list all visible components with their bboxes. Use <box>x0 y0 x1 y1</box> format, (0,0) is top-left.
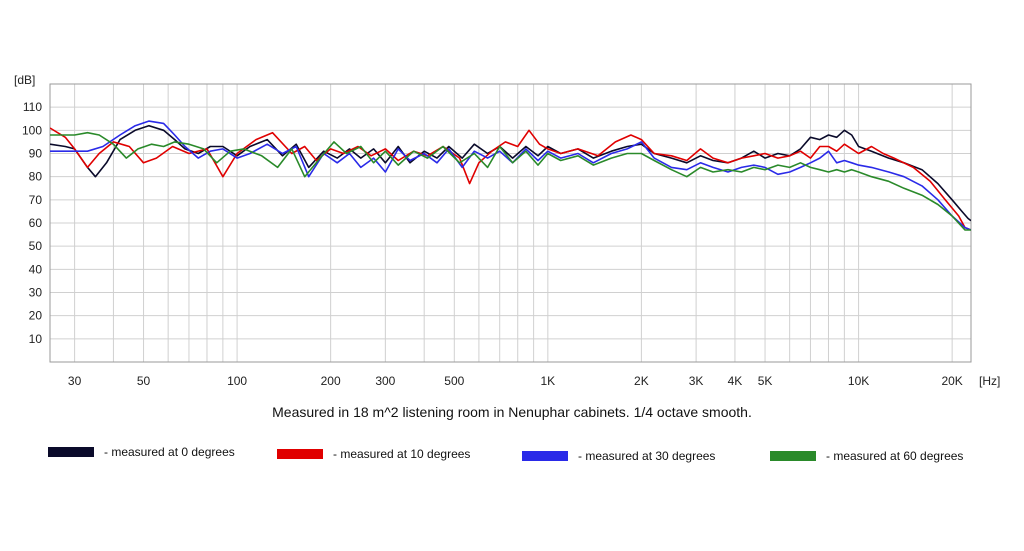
legend-item-60-degrees: - measured at 60 degrees <box>770 449 963 463</box>
x-tick-label: 300 <box>375 374 395 388</box>
legend-swatch-0-degrees <box>48 447 94 457</box>
plot-frame <box>49 83 972 363</box>
legend-item-30-degrees: - measured at 30 degrees <box>522 449 715 463</box>
series-line-30-degrees <box>50 120 971 231</box>
chart-title: Measured in 18 m^2 listening room in Nen… <box>272 404 752 420</box>
y-tick-label: 10 <box>29 332 43 346</box>
legend-swatch-30-degrees <box>522 451 568 461</box>
legend-swatch-10-degrees <box>277 449 323 459</box>
series-line-0-degrees <box>50 124 971 222</box>
x-tick-label: 10K <box>848 374 869 388</box>
series-line-60-degrees <box>50 131 971 231</box>
y-axis-label: [dB] <box>14 73 35 87</box>
series-line-10-degrees <box>50 127 971 231</box>
x-tick-label: 100 <box>227 374 247 388</box>
y-tick-label: 100 <box>22 123 42 137</box>
x-tick-label: 500 <box>444 374 464 388</box>
y-tick-label: 30 <box>29 286 43 300</box>
x-tick-label: 3K <box>689 374 704 388</box>
x-axis-unit-label: [Hz] <box>979 374 1000 388</box>
legend-label-0-degrees: - measured at 0 degrees <box>104 445 235 459</box>
legend-label-10-degrees: - measured at 10 degrees <box>333 447 471 461</box>
y-tick-label: 110 <box>23 100 42 114</box>
x-tick-label: 50 <box>137 374 151 388</box>
legend-swatch-60-degrees <box>770 451 816 461</box>
y-tick-label: 90 <box>29 147 43 161</box>
x-tick-label: 2K <box>634 374 649 388</box>
y-tick-label: 70 <box>29 193 43 207</box>
y-tick-label: 50 <box>29 239 43 253</box>
legend-label-60-degrees: - measured at 60 degrees <box>826 449 964 463</box>
x-tick-label: 30 <box>68 374 82 388</box>
y-tick-label: 80 <box>29 170 43 184</box>
x-tick-label: 4K <box>728 374 743 388</box>
legend-item-0-degrees: - measured at 0 degrees <box>48 445 235 459</box>
y-tick-label: 40 <box>29 262 43 276</box>
y-tick-label: 20 <box>29 309 43 323</box>
y-tick-label: 60 <box>29 216 43 230</box>
legend-item-10-degrees: - measured at 10 degrees <box>277 447 470 461</box>
x-tick-label: 200 <box>321 374 341 388</box>
x-tick-label: 1K <box>540 374 555 388</box>
legend-label-30-degrees: - measured at 30 degrees <box>578 449 716 463</box>
x-tick-label: 5K <box>758 374 773 388</box>
x-tick-label: 20K <box>941 374 962 388</box>
